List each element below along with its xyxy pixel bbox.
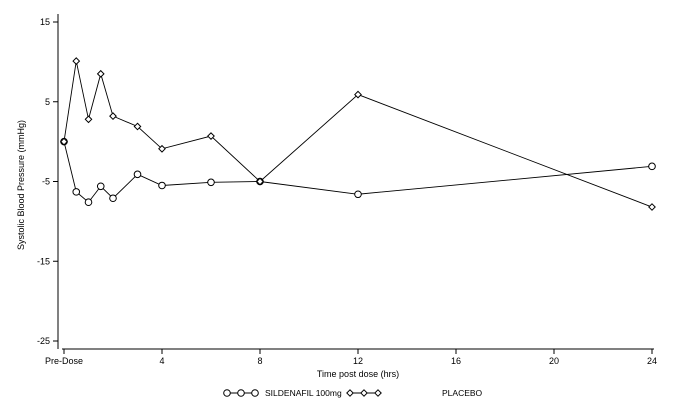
series-sildenafil	[60, 137, 656, 207]
y-tick-label: -25	[37, 336, 50, 346]
y-tick-label: -15	[37, 256, 50, 266]
data-point	[158, 144, 166, 153]
legend-marker	[251, 389, 259, 397]
legend-marker	[346, 389, 354, 397]
data-point	[109, 194, 117, 203]
series-layer	[60, 57, 656, 211]
data-point	[354, 90, 362, 99]
data-point	[96, 69, 105, 78]
x-tick-label: 24	[647, 356, 657, 366]
data-point	[84, 198, 93, 207]
legend-marker	[223, 389, 231, 397]
data-point	[133, 170, 142, 179]
data-point	[133, 122, 142, 131]
data-point	[72, 188, 81, 196]
x-tick-label: 12	[353, 356, 363, 366]
data-point	[109, 112, 117, 121]
legend-marker	[360, 389, 368, 397]
data-point	[60, 137, 68, 146]
data-point	[207, 132, 215, 140]
data-point	[207, 178, 215, 187]
y-axis-label: Systolic Blood Pressure (mmHg)	[16, 120, 26, 250]
legend-label: PLACEBO	[442, 388, 483, 398]
legend-item: SILDENAFIL 100mg	[223, 388, 342, 398]
y-tick-label: -5	[42, 177, 50, 187]
data-point	[158, 181, 166, 190]
x-tick-label: 8	[257, 356, 262, 366]
x-tick-label: Pre-Dose	[45, 356, 83, 366]
series-line	[63, 60, 653, 208]
x-axis-label: Time post dose (hrs)	[317, 369, 399, 379]
axes: 15 5 -5 -15 -25 Pre-Dose 4 8 12 16 20 24	[37, 14, 657, 366]
data-point	[84, 115, 93, 124]
legend-marker	[237, 389, 245, 397]
legend: SILDENAFIL 100mg PLACEBO	[223, 388, 483, 398]
legend-label: SILDENAFIL 100mg	[265, 388, 342, 398]
x-tick-label: 20	[549, 356, 559, 366]
x-tick-label: 16	[451, 356, 461, 366]
legend-item: PLACEBO	[346, 388, 483, 398]
data-point	[72, 57, 81, 65]
y-tick-label: 15	[40, 17, 50, 27]
data-point	[648, 203, 656, 211]
data-point	[256, 177, 264, 186]
y-tick-label: 5	[45, 97, 50, 107]
data-point	[648, 162, 656, 171]
data-point	[96, 182, 105, 191]
series-placebo	[60, 57, 656, 211]
legend-marker	[374, 389, 382, 397]
data-point	[354, 190, 362, 199]
x-tick-label: 4	[159, 356, 164, 366]
